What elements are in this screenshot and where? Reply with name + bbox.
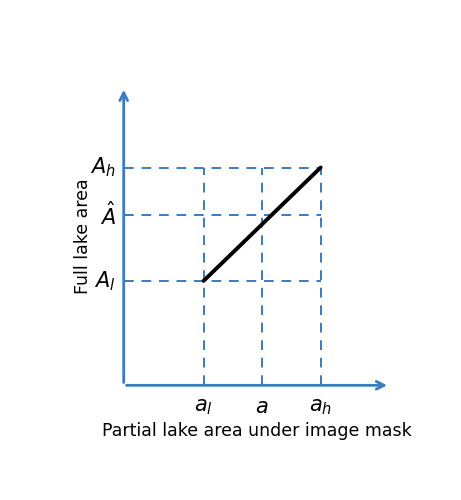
Text: $a_h$: $a_h$ bbox=[309, 398, 332, 417]
Text: $a_l$: $a_l$ bbox=[194, 398, 213, 417]
Text: $\hat{A}$: $\hat{A}$ bbox=[100, 202, 116, 229]
Text: $a$: $a$ bbox=[255, 398, 269, 416]
Text: $A_l$: $A_l$ bbox=[95, 269, 116, 292]
Text: $A_h$: $A_h$ bbox=[90, 156, 116, 180]
Text: Partial lake area under image mask: Partial lake area under image mask bbox=[102, 422, 412, 440]
Text: Full lake area: Full lake area bbox=[74, 178, 92, 294]
